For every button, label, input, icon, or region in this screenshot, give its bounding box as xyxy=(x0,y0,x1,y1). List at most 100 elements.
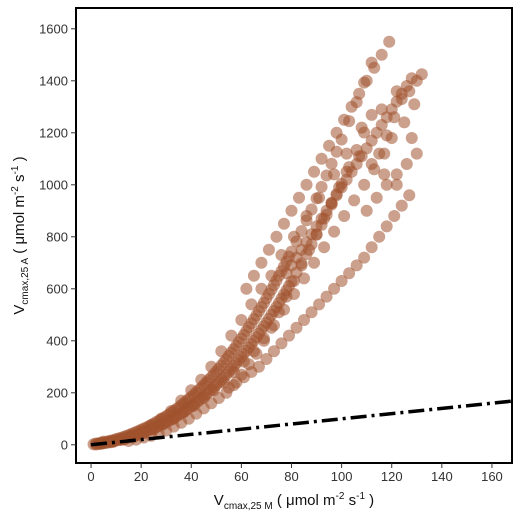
data-point xyxy=(328,282,341,295)
data-point xyxy=(385,132,398,144)
data-point xyxy=(308,256,321,269)
data-point xyxy=(300,178,313,191)
data-point xyxy=(300,210,313,222)
y-axis-title-exp2: -1 xyxy=(10,165,21,174)
data-point xyxy=(365,108,378,121)
data-point xyxy=(360,74,373,87)
x-axis-title-subscript: cmax,25 M xyxy=(224,501,273,512)
x-tick-label: 80 xyxy=(284,469,298,484)
data-point xyxy=(328,225,341,238)
data-point xyxy=(368,61,381,74)
data-point xyxy=(298,314,311,326)
data-point xyxy=(257,332,270,345)
data-point xyxy=(328,168,341,181)
data-point xyxy=(195,373,208,386)
x-axis-title-exp1: -2 xyxy=(336,491,345,502)
scatter-points xyxy=(87,35,428,451)
y-tick-label: 1400 xyxy=(39,73,68,88)
data-point xyxy=(380,220,393,233)
y-tick-label: 400 xyxy=(46,333,68,348)
data-point xyxy=(375,48,388,61)
data-point xyxy=(260,353,273,365)
data-point xyxy=(157,418,170,430)
x-axis-title-unit-open: ( μmol m xyxy=(273,492,336,509)
data-point xyxy=(318,241,331,254)
data-point xyxy=(313,298,326,311)
y-tick-label: 1600 xyxy=(39,21,68,36)
y-tick-label: 600 xyxy=(46,281,68,296)
data-point xyxy=(247,269,260,282)
data-point xyxy=(370,191,383,204)
data-point xyxy=(205,360,218,373)
x-axis-title-main: V xyxy=(214,492,224,509)
data-point xyxy=(262,243,275,256)
data-point xyxy=(388,210,401,222)
x-tick-label: 160 xyxy=(481,469,503,484)
data-point xyxy=(380,178,393,191)
data-point xyxy=(215,345,228,358)
y-axis-ticks: 0 200 400 600 800 1000 1200 1400 1600 xyxy=(39,21,76,452)
data-point xyxy=(358,178,371,191)
data-point xyxy=(293,191,306,204)
y-axis-title-unit-open: ( μmol m xyxy=(11,195,28,258)
data-point xyxy=(378,147,391,160)
y-tick-label: 0 xyxy=(61,437,68,452)
data-point xyxy=(275,249,288,261)
data-point xyxy=(315,152,328,165)
data-point xyxy=(187,399,200,412)
data-point xyxy=(408,98,421,111)
y-axis-title-main: V xyxy=(11,305,28,315)
data-point xyxy=(225,329,238,342)
y-axis-title: Vcmax,25 A ( μmol m-2 s-1 ) xyxy=(10,156,31,314)
reference-line xyxy=(90,399,513,447)
x-axis-title-unit-mid: s xyxy=(344,492,356,509)
data-point xyxy=(247,345,260,358)
data-point xyxy=(395,199,408,212)
data-point xyxy=(368,163,381,176)
data-point xyxy=(288,288,300,300)
data-point xyxy=(265,269,278,282)
data-point xyxy=(207,384,220,397)
data-point xyxy=(275,337,288,350)
data-point xyxy=(288,275,300,287)
data-point xyxy=(403,189,416,202)
data-point xyxy=(305,306,318,319)
x-axis-title-exp2: -1 xyxy=(356,491,365,502)
data-point xyxy=(343,267,356,280)
data-point xyxy=(227,379,240,391)
data-point xyxy=(353,87,366,100)
data-point xyxy=(348,194,361,207)
data-point xyxy=(137,427,150,440)
x-tick-label: 140 xyxy=(431,469,453,484)
data-point xyxy=(217,376,230,389)
y-axis-title-exp1: -2 xyxy=(10,186,21,195)
data-point xyxy=(277,303,290,316)
data-point xyxy=(360,204,373,217)
data-point xyxy=(325,157,338,170)
data-point xyxy=(245,298,258,311)
data-point xyxy=(330,126,343,139)
x-tick-label: 40 xyxy=(184,469,198,484)
data-point xyxy=(315,180,328,193)
data-point xyxy=(177,406,190,419)
data-point xyxy=(313,191,326,204)
data-point xyxy=(338,210,351,222)
data-point xyxy=(378,168,391,181)
data-point xyxy=(383,35,396,48)
y-axis-title-unit-close: ) xyxy=(11,156,28,165)
data-point xyxy=(358,251,371,264)
data-point xyxy=(410,147,423,160)
x-axis-ticks: 0 20 40 60 80 100 120 140 160 xyxy=(87,463,503,484)
data-point xyxy=(335,275,348,287)
data-point xyxy=(270,230,283,243)
data-point xyxy=(237,355,250,368)
data-point xyxy=(290,321,303,334)
x-tick-label: 120 xyxy=(381,469,403,484)
data-point xyxy=(282,329,295,342)
x-tick-label: 0 xyxy=(87,469,94,484)
data-point xyxy=(147,423,160,436)
data-point xyxy=(400,158,413,170)
data-point xyxy=(175,394,188,407)
data-point xyxy=(255,282,268,295)
